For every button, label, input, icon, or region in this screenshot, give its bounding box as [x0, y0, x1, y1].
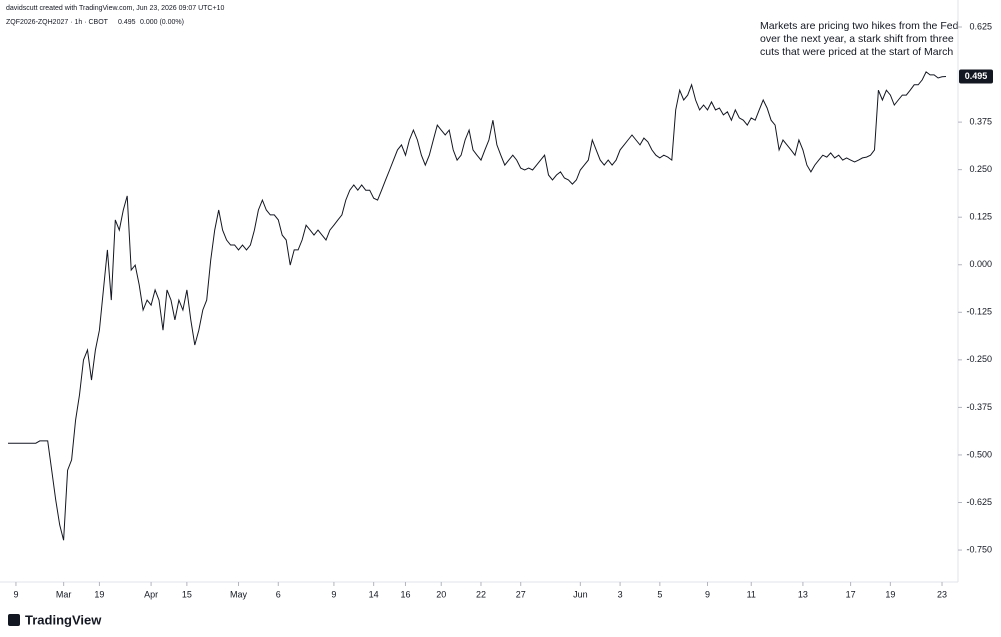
y-tick-label: -0.625 [966, 497, 992, 507]
y-tick-label: 0.000 [969, 259, 992, 269]
x-tick-label: Mar [56, 589, 72, 599]
annotation: cuts that were priced at the start of Ma… [760, 46, 953, 58]
x-tick-label: 14 [369, 589, 379, 599]
price-line [8, 71, 947, 541]
y-tick-label: -0.250 [966, 354, 992, 364]
logo: TradingView [8, 612, 102, 627]
x-tick-label: 23 [937, 589, 947, 599]
x-tick-label: 9 [705, 589, 710, 599]
x-tick-label: 19 [94, 589, 104, 599]
logo-text: TradingView [25, 612, 102, 627]
attribution: davidscutt created with TradingView.com,… [6, 5, 224, 12]
x-tick-label: 3 [618, 589, 623, 599]
x-tick-label: 19 [885, 589, 895, 599]
x-tick-label: 17 [846, 589, 856, 599]
x-tick-label: 9 [13, 589, 18, 599]
y-tick-label: -0.375 [966, 402, 992, 412]
y-tick-label: 0.250 [969, 164, 992, 174]
change: 0.000 (0.00%) [140, 19, 184, 26]
y-tick-label: -0.750 [966, 544, 992, 554]
x-tick-label: Apr [144, 589, 158, 599]
annotation: Markets are pricing two hikes from the F… [760, 20, 959, 32]
x-tick-label: 16 [400, 589, 410, 599]
x-tick-label: 22 [476, 589, 486, 599]
x-tick-label: 13 [798, 589, 808, 599]
x-tick-label: 9 [331, 589, 336, 599]
x-tick-label: 5 [657, 589, 662, 599]
y-tick-label: -0.500 [966, 449, 992, 459]
logo-icon [8, 614, 20, 626]
y-tick-label: 0.125 [969, 212, 992, 222]
x-tick-label: 20 [436, 589, 446, 599]
y-tick-label: 0.375 [969, 116, 992, 126]
symbol: ZQF2026-ZQH2027 · 1h · CBOT [6, 19, 109, 26]
x-tick-label: 15 [182, 589, 192, 599]
last-price: 0.495 [118, 19, 136, 26]
last-price-label: 0.495 [965, 71, 988, 81]
y-tick-label: -0.125 [966, 307, 992, 317]
annotation: over the next year, a stark shift from t… [760, 33, 954, 45]
x-tick-label: 11 [747, 589, 756, 599]
x-tick-label: Jun [573, 589, 588, 599]
x-tick-label: 6 [276, 589, 281, 599]
y-tick-label: 0.625 [969, 21, 992, 31]
x-tick-label: May [230, 589, 248, 599]
x-tick-label: 27 [516, 589, 526, 599]
last-price-tag [959, 69, 993, 84]
